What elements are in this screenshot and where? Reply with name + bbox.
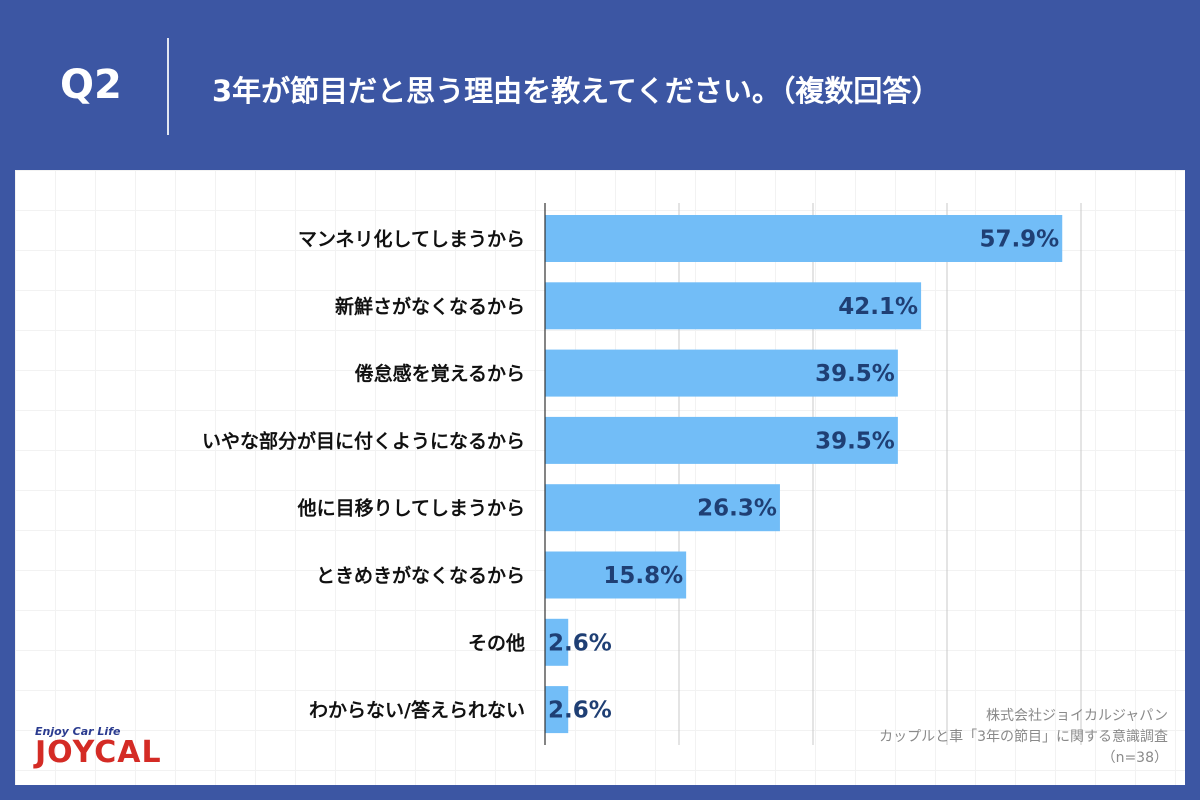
header-divider	[167, 38, 169, 135]
value-label: 2.6%	[548, 698, 612, 724]
logo-tagline: Enjoy Car Life	[35, 725, 121, 738]
value-label: 26.3%	[697, 496, 777, 522]
bar	[545, 551, 687, 599]
bar	[545, 686, 569, 734]
source-sample: （n=38）	[1101, 750, 1168, 766]
category-label: 他に目移りしてしまうから	[297, 497, 525, 520]
category-label: マンネリ化してしまうから	[298, 228, 525, 251]
category-label: その他	[468, 631, 525, 654]
chart-panel	[15, 170, 1185, 785]
bar	[545, 282, 922, 330]
bar	[545, 215, 1063, 262]
value-label: 39.5%	[815, 361, 895, 387]
page-title: 3年が節目だと思う理由を教えてください。（複数回答）	[212, 74, 941, 108]
value-label: 2.6%	[548, 630, 612, 656]
category-label: いやな部分が目に付くようになるから	[202, 429, 525, 452]
question-number: Q2	[60, 62, 122, 108]
value-label: 42.1%	[838, 294, 918, 320]
bar	[545, 349, 898, 397]
joycal-logo: Enjoy Car Life JOYCAL	[35, 725, 162, 768]
bar	[545, 416, 898, 464]
logo-brand: JOYCAL	[35, 735, 162, 770]
category-label: 新鮮さがなくなるから	[335, 295, 525, 318]
bar	[545, 618, 569, 666]
category-label: わからない/答えられない	[309, 699, 525, 722]
value-label: 57.9%	[979, 227, 1059, 253]
source-company: 株式会社ジョイカルジャパン	[986, 708, 1168, 724]
category-label: ときめきがなくなるから	[316, 564, 525, 587]
category-label: 倦怠感を覚えるから	[355, 362, 525, 385]
value-label: 39.5%	[815, 428, 895, 454]
source-survey: カップルと車「3年の節目」に関する意識調査	[879, 729, 1168, 745]
source-note: 株式会社ジョイカルジャパン カップルと車「3年の節目」に関する意識調査 （n=3…	[879, 706, 1168, 769]
bar	[545, 484, 780, 532]
value-label: 15.8%	[603, 563, 683, 589]
